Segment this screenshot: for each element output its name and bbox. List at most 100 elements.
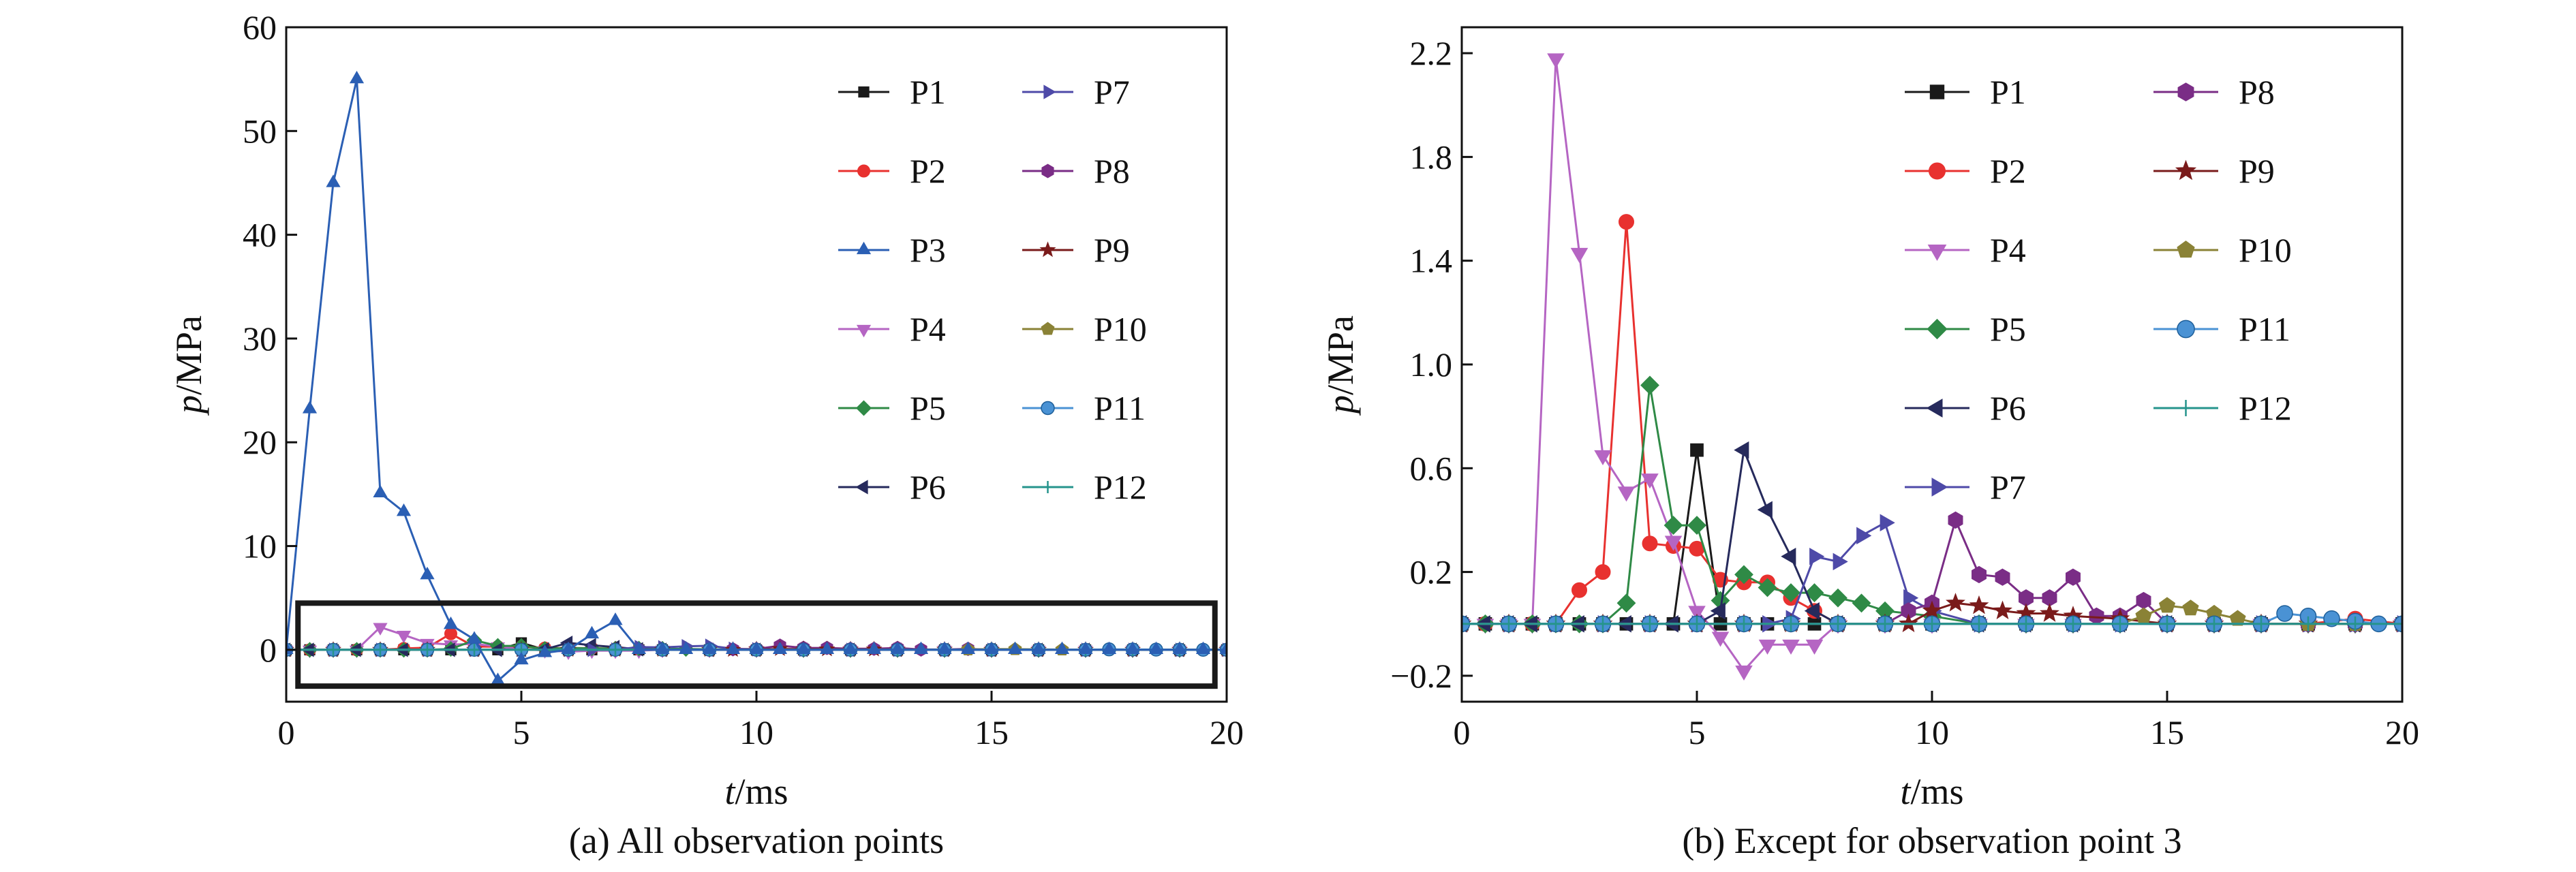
data-point-p12	[2348, 616, 2363, 632]
data-point-p4	[1758, 639, 1777, 655]
data-point-p4	[1782, 639, 1800, 655]
chart-b-y-axis-label: p/MPa	[1320, 315, 1361, 416]
data-point-p10	[2158, 597, 2176, 613]
data-point-p9	[1993, 600, 2012, 620]
data-point-p5	[1640, 375, 1659, 395]
legend-label: P1	[910, 73, 946, 111]
data-point-p12	[1736, 616, 1751, 632]
data-point-p4	[1711, 632, 1730, 647]
data-point-p3	[937, 641, 952, 654]
data-point-p12	[468, 643, 480, 656]
chart-b-series	[1462, 53, 2402, 681]
data-point-p3	[1172, 641, 1187, 654]
chart-b-series-p4	[1462, 53, 2402, 681]
legend-entry-p4: P4	[1905, 231, 2026, 269]
chart-b-caption: (b) Except for observation point 3	[1682, 820, 2181, 861]
data-point-p12	[1501, 616, 1516, 632]
chart-a-legend: P1 P2 P3 P4 P5 P6 P7 P8 P9 P10 P11 P12	[838, 73, 1147, 506]
chart-b-y-tick-label: 1.8	[1410, 138, 1453, 176]
data-point-p3	[1101, 641, 1117, 654]
legend-entry-p5: P5	[1905, 310, 2026, 348]
data-point-p3	[984, 641, 999, 654]
data-point-p5	[1687, 516, 1706, 535]
chart-a-series	[286, 70, 1227, 685]
data-point-p12	[1877, 616, 1892, 632]
legend-label: P12	[1094, 468, 1147, 506]
data-point-p9	[1922, 600, 1942, 620]
legend-label: P3	[910, 231, 946, 269]
legend-label: P4	[1990, 231, 2026, 269]
data-point-p11	[2276, 605, 2293, 622]
chart-b-y-tick-label: 0.6	[1410, 449, 1453, 487]
legend-entry-p1: P1	[838, 73, 946, 111]
legend-entry-p9: P9	[1022, 231, 1130, 269]
chart-b-y-tick-label: 1.4	[1410, 242, 1453, 280]
legend-label: P2	[1990, 152, 2026, 190]
data-point-p12	[421, 643, 433, 656]
legend-entry-p10: P10	[1022, 310, 1147, 348]
chart-a-y-tick-label: 30	[243, 320, 277, 358]
legend-marker	[858, 86, 870, 98]
data-point-p3	[749, 641, 764, 654]
data-point-p3	[843, 641, 858, 654]
chart-b-y-tick-label: −0.2	[1390, 657, 1452, 695]
data-point-p12	[1783, 616, 1798, 632]
legend-entry-p7: P7	[1905, 468, 2026, 506]
data-point-p4	[1735, 665, 1753, 681]
data-point-p6	[1804, 602, 1820, 620]
legend-marker	[1926, 399, 1943, 418]
legend-entry-p12: P12	[1022, 468, 1147, 506]
data-point-p10	[2135, 607, 2152, 623]
data-point-p8	[1948, 511, 1963, 529]
data-point-p9	[1969, 595, 1989, 614]
data-point-p11	[2323, 610, 2340, 627]
legend-marker	[1039, 241, 1056, 258]
data-point-p9	[2040, 603, 2059, 622]
data-point-p6	[1734, 441, 1749, 459]
legend-marker	[856, 241, 872, 255]
legend-marker	[2177, 82, 2194, 102]
chart-b-x-ticks: 0 5 10 15 20	[1454, 691, 2419, 751]
legend-marker	[1043, 84, 1056, 99]
legend-label: P5	[1990, 310, 2026, 348]
data-point-p3	[420, 566, 435, 580]
legend-label: P11	[2239, 310, 2290, 348]
chart-a-y-axis-label: p/MPa	[168, 315, 209, 416]
data-point-p3	[1195, 641, 1211, 654]
legend-entry-p1: P1	[1905, 73, 2026, 111]
data-point-p12	[1548, 616, 1563, 632]
data-point-p3	[1078, 641, 1093, 654]
data-point-p7	[1833, 552, 1848, 571]
chart-b-x-tick-label: 10	[1915, 713, 1949, 751]
data-point-p5	[1781, 583, 1800, 602]
chart-a-y-tick-label: 0	[260, 631, 277, 669]
data-point-p12	[1595, 616, 1610, 632]
data-point-p3	[631, 641, 647, 654]
legend-entry-p9: P9	[2153, 152, 2275, 190]
legend-label: P11	[1094, 389, 1146, 427]
data-point-p3	[1125, 641, 1140, 654]
legend-marker	[855, 480, 868, 495]
chart-a-y-ticks: 0 10 20 30 40 50 60	[243, 8, 297, 669]
data-point-p8	[1972, 565, 1987, 584]
legend-marker	[856, 324, 872, 338]
data-point-p5	[1852, 593, 1871, 613]
legend-marker	[2177, 320, 2195, 339]
data-point-p3	[373, 484, 388, 497]
data-point-p5	[1663, 516, 1683, 535]
legend-marker	[1041, 481, 1054, 493]
legend-label: P8	[1094, 152, 1130, 190]
data-point-p7	[1880, 514, 1895, 532]
data-point-p2	[1642, 535, 1658, 552]
data-point-p3	[725, 641, 741, 654]
chart-a-y-tick-label: 60	[243, 8, 277, 46]
chart-a-y-tick-label: 20	[243, 423, 277, 461]
legend-entry-p12: P12	[2153, 389, 2292, 427]
data-point-p12	[2066, 616, 2081, 632]
data-point-p7	[1903, 589, 1919, 607]
data-point-p7	[1809, 547, 1825, 565]
data-point-p3	[960, 641, 976, 654]
series-line-p3	[286, 78, 1227, 683]
chart-a-x-tick-label: 5	[513, 713, 530, 751]
data-point-p3	[490, 672, 506, 685]
